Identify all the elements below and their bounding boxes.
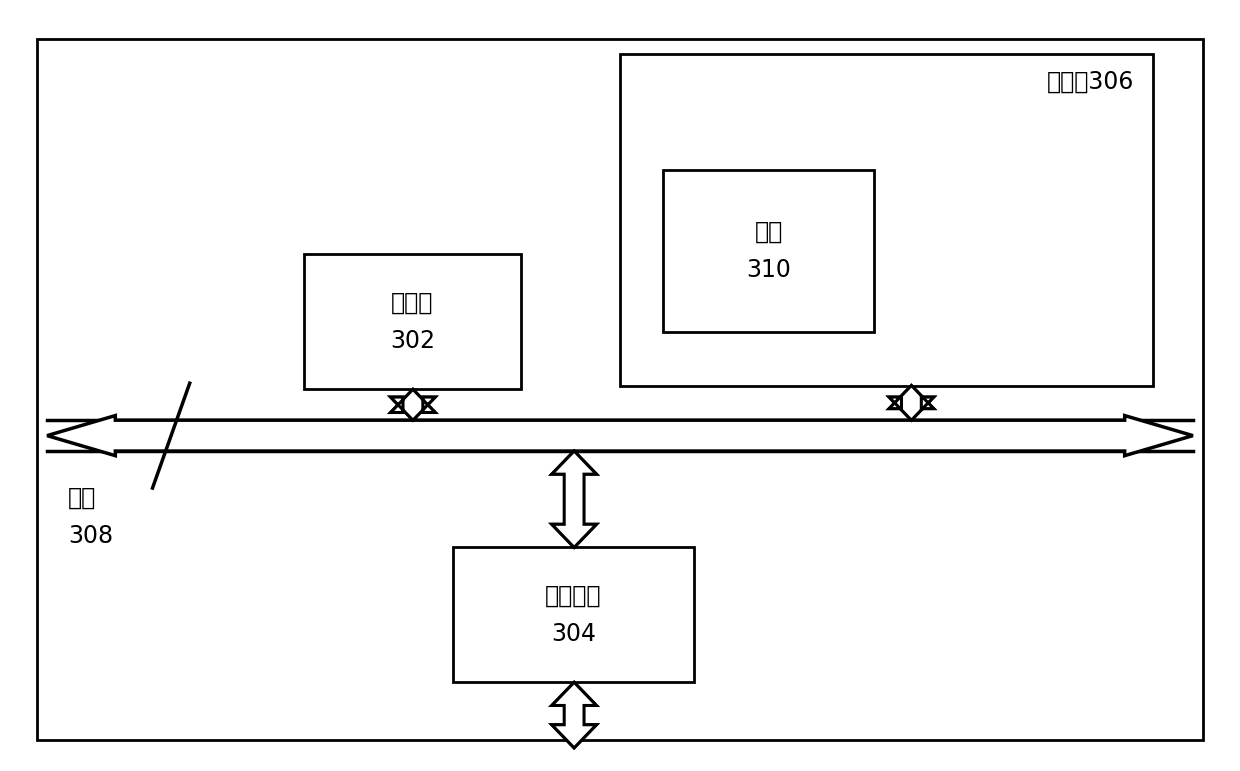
- Polygon shape: [552, 451, 596, 547]
- Bar: [564, 705, 584, 725]
- Text: 通信接口: 通信接口: [546, 584, 601, 608]
- Text: 302: 302: [389, 329, 435, 353]
- Text: 总线: 总线: [68, 486, 97, 510]
- Polygon shape: [552, 524, 596, 547]
- Polygon shape: [391, 389, 435, 420]
- Polygon shape: [391, 389, 435, 412]
- Text: 308: 308: [68, 524, 113, 548]
- Polygon shape: [552, 682, 596, 705]
- Bar: [901, 397, 921, 409]
- Text: 310: 310: [746, 258, 791, 282]
- Polygon shape: [889, 386, 934, 409]
- Bar: [403, 397, 423, 412]
- Text: 处理器: 处理器: [391, 291, 434, 315]
- Polygon shape: [552, 682, 596, 748]
- Polygon shape: [391, 397, 435, 420]
- Bar: [453, 547, 694, 682]
- Polygon shape: [889, 397, 934, 420]
- Polygon shape: [47, 416, 1193, 456]
- Bar: [663, 170, 874, 332]
- Polygon shape: [552, 725, 596, 748]
- Text: 304: 304: [551, 622, 596, 646]
- Text: 存储器306: 存储器306: [1048, 69, 1135, 93]
- Bar: [620, 54, 1153, 386]
- Polygon shape: [889, 386, 934, 420]
- Bar: [304, 254, 521, 389]
- Text: 程序: 程序: [755, 219, 782, 244]
- Bar: [564, 474, 584, 524]
- Polygon shape: [552, 451, 596, 474]
